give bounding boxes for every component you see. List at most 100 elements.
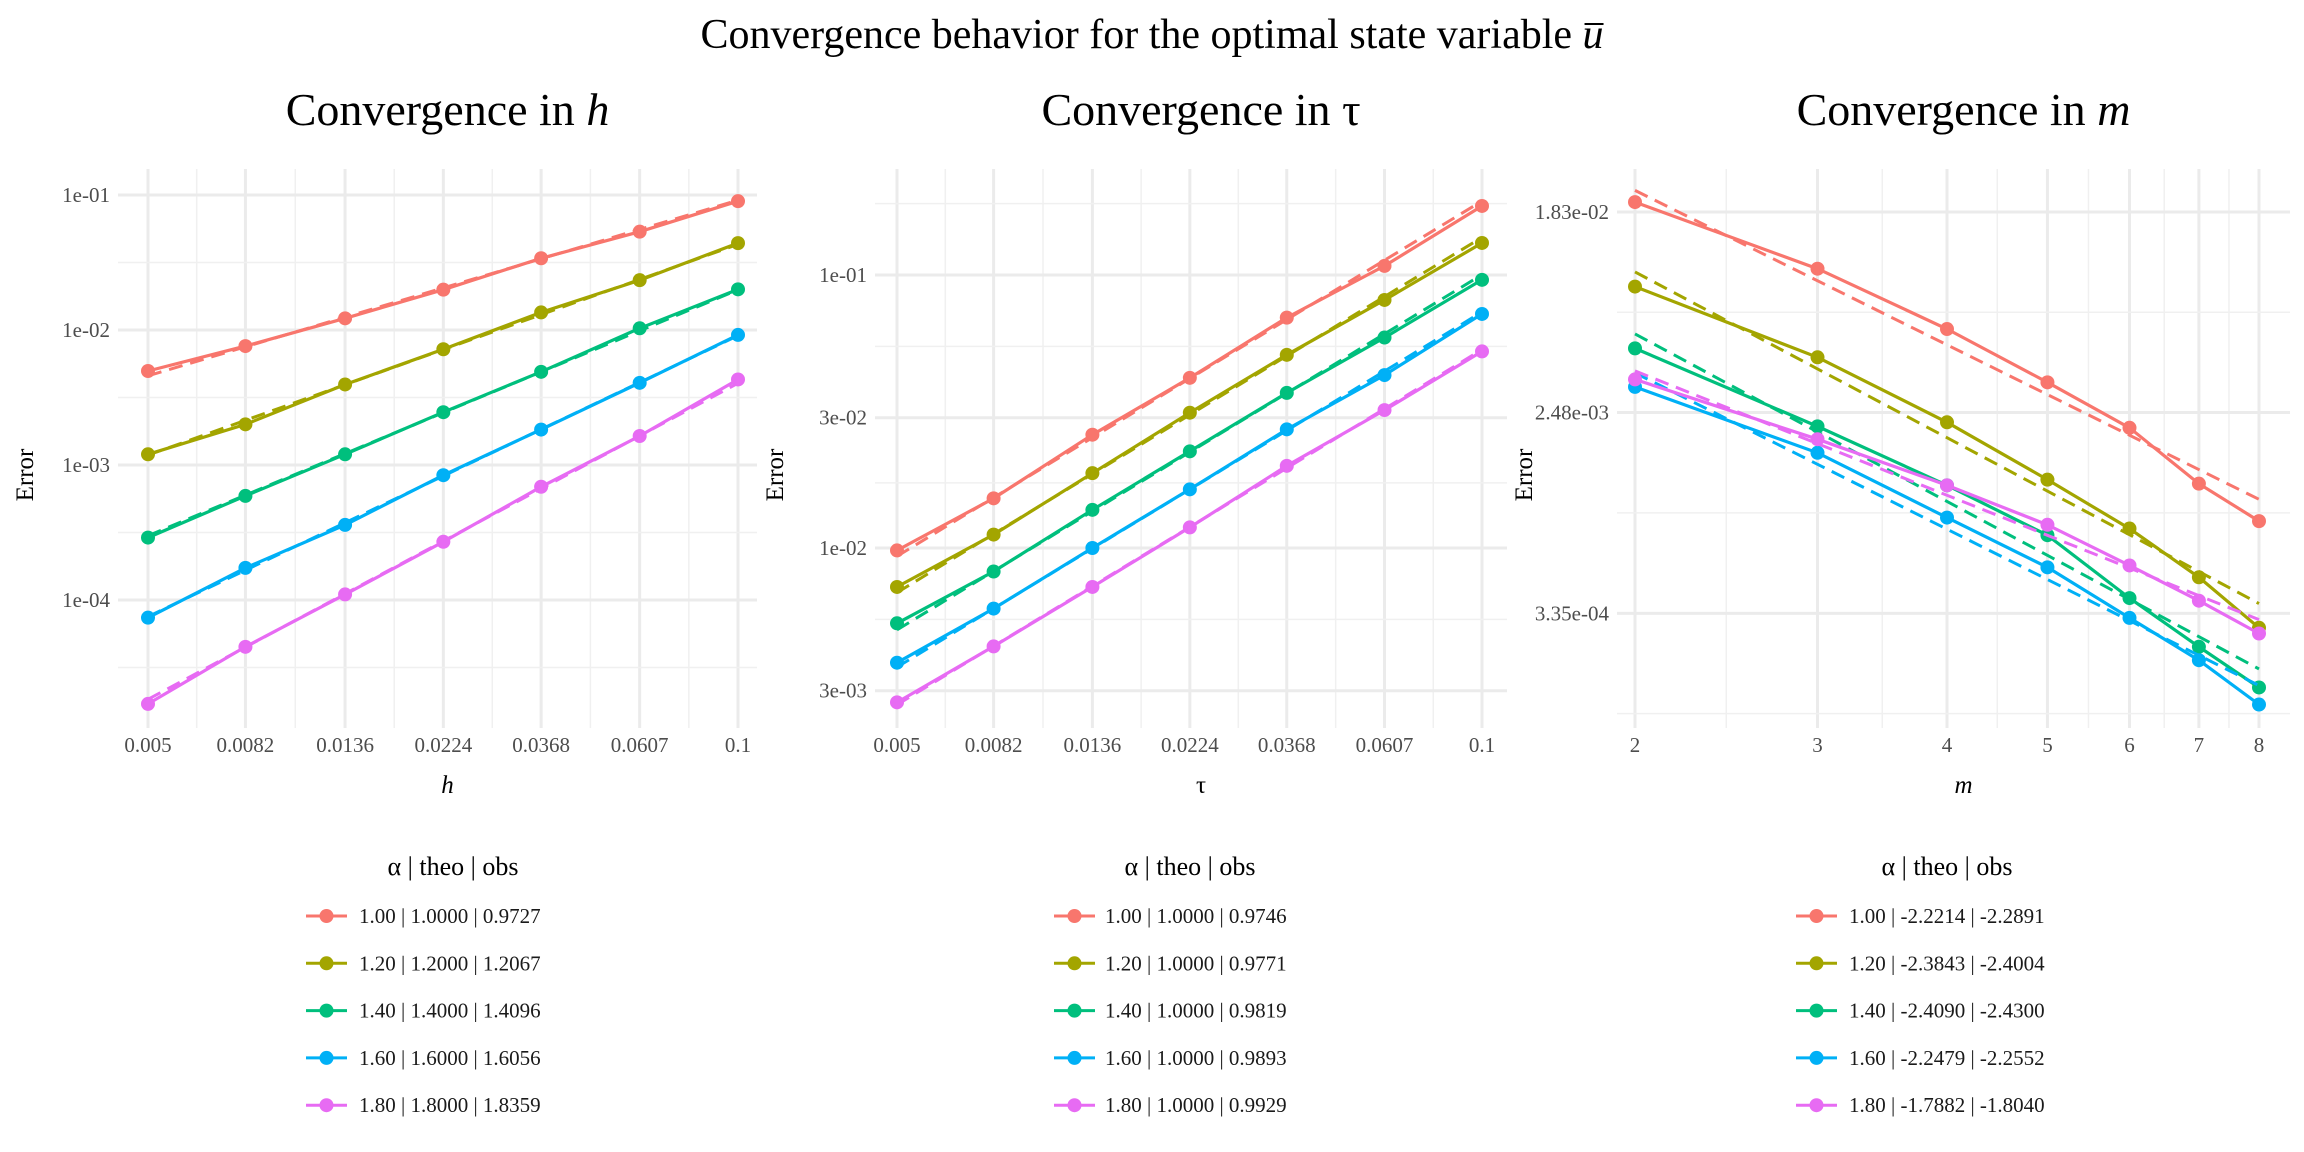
legend-key-point (1067, 1050, 1082, 1065)
data-point (1810, 350, 1825, 365)
data-point (986, 564, 1001, 579)
data-point (1182, 520, 1197, 535)
data-point (632, 321, 647, 336)
series-1 (890, 198, 1489, 558)
x-tick-label: 0.1 (725, 733, 751, 757)
legend-key-point (1809, 1098, 1824, 1113)
panel-title-text: Convergence in (1041, 84, 1342, 135)
legend-label: 1.00 | -2.2214 | -2.2891 (1849, 904, 2045, 928)
x-tick-label: 0.0224 (1161, 733, 1219, 757)
legend-key-point (1809, 956, 1824, 971)
data-point (338, 587, 353, 602)
data-point (2191, 653, 2206, 668)
legend-item: 1.80 | 1.8000 | 1.8359 (306, 1093, 541, 1117)
data-point (1810, 419, 1825, 434)
data-point (1182, 444, 1197, 459)
data-point (986, 527, 1001, 542)
data-point (141, 696, 155, 711)
x-tick-label: 0.0082 (217, 733, 275, 757)
data-point (632, 375, 647, 390)
legend-title: α | theo | obs (1125, 852, 1256, 881)
data-point (436, 468, 451, 483)
series-4 (890, 306, 1489, 670)
data-point (1085, 502, 1100, 517)
data-point (338, 517, 353, 532)
panel-title-variable: τ (1342, 84, 1361, 135)
data-point (534, 251, 549, 266)
data-point (1475, 272, 1489, 287)
legend-item: 1.60 | 1.0000 | 0.9893 (1054, 1046, 1287, 1070)
data-point (2252, 697, 2266, 712)
legend-label: 1.20 | 1.2000 | 1.2067 (359, 951, 541, 975)
legend: α | theo | obs 1.00 | 1.0000 | 0.9746 1.20… (1054, 852, 1287, 1117)
y-axis-label: Error (12, 448, 39, 501)
data-point (1628, 195, 1642, 210)
data-point (731, 282, 745, 297)
legend-label: 1.40 | -2.4090 | -2.4300 (1849, 999, 2045, 1023)
panel-title: Convergence in m (1797, 84, 2131, 135)
x-tick-label: 3 (1812, 733, 1823, 757)
x-tick-label: 0.0136 (1064, 733, 1122, 757)
data-point (1475, 198, 1489, 213)
x-tick-label: 0.005 (124, 733, 171, 757)
panel-title-text: Convergence in (1797, 84, 2098, 135)
data-point (1810, 261, 1825, 276)
x-axis-label: τ (1196, 772, 1206, 799)
data-point (1279, 385, 1294, 400)
legend-label: 1.40 | 1.0000 | 0.9819 (1105, 999, 1287, 1023)
data-point (632, 273, 647, 288)
data-point (1182, 482, 1197, 497)
legend-key-point (1809, 909, 1824, 923)
data-point (238, 560, 253, 575)
legend-item: 1.40 | 1.4000 | 1.4096 (306, 999, 541, 1023)
y-tick-label: 1e-04 (62, 588, 110, 612)
x-tick-label: 0.0368 (512, 733, 570, 757)
data-point (890, 695, 904, 710)
data-point (2252, 626, 2266, 641)
data-point (338, 377, 353, 392)
y-axis-label: Error (1511, 448, 1538, 501)
data-point (2122, 521, 2137, 536)
data-point (731, 372, 745, 387)
series-5 (1628, 369, 2266, 641)
data-point (238, 417, 253, 432)
series-2 (141, 236, 745, 462)
series-4 (141, 327, 745, 625)
data-point (534, 364, 549, 379)
legend: α | theo | obs 1.00 | 1.0000 | 0.9727 1.20… (306, 852, 541, 1117)
data-point (338, 311, 353, 326)
legend-item: 1.60 | -2.2479 | -2.2552 (1796, 1046, 2045, 1070)
data-point (2191, 593, 2206, 608)
legend-item: 1.80 | -1.7882 | -1.8040 (1796, 1093, 2045, 1117)
data-point (1940, 415, 1954, 430)
gridlines (1617, 169, 2290, 728)
legend-item: 1.80 | 1.0000 | 0.9929 (1054, 1093, 1287, 1117)
y-axis-label: Error (762, 448, 789, 501)
data-point (238, 488, 253, 503)
legend-key-point (1067, 956, 1082, 971)
series-1 (141, 194, 745, 378)
legend-item: 1.60 | 1.6000 | 1.6056 (306, 1046, 541, 1070)
legend-key-point (1067, 909, 1082, 923)
data-point (1475, 235, 1489, 250)
data-point (632, 224, 647, 239)
legend-key-point (1067, 1098, 1082, 1113)
data-point (1377, 403, 1392, 418)
legend-item: 1.20 | 1.0000 | 0.9771 (1054, 951, 1287, 975)
x-tick-label: 0.0082 (965, 733, 1023, 757)
gridlines (118, 169, 757, 728)
panel-title: Convergence in τ (1041, 84, 1360, 135)
data-point (1085, 579, 1100, 594)
data-point (1085, 427, 1100, 442)
x-tick-label: 2 (1630, 733, 1641, 757)
data-point (890, 616, 904, 631)
y-tick-label: 1e-03 (62, 453, 110, 477)
data-point (1940, 478, 1954, 493)
panel-title-variable: h (586, 84, 609, 135)
legend-item: 1.20 | 1.2000 | 1.2067 (306, 951, 541, 975)
legend-label: 1.80 | -1.7882 | -1.8040 (1849, 1093, 2045, 1117)
legend-title: α | theo | obs (388, 852, 519, 881)
x-tick-label: 0.005 (873, 733, 920, 757)
data-point (2040, 472, 2055, 487)
data-point (1377, 368, 1392, 383)
